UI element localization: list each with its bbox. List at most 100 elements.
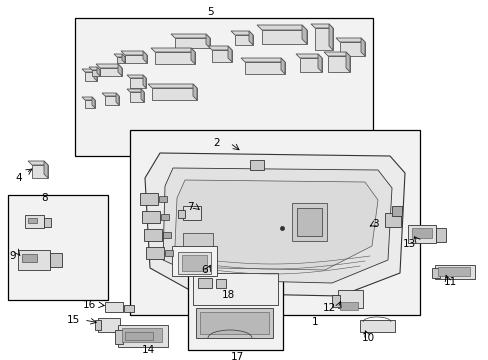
Bar [18, 250, 50, 270]
Bar [22, 254, 37, 262]
Polygon shape [105, 96, 119, 105]
Bar [50, 253, 62, 267]
Polygon shape [244, 62, 285, 74]
Polygon shape [44, 161, 48, 178]
Text: 14: 14 [141, 345, 154, 355]
Polygon shape [155, 52, 195, 64]
Text: 5: 5 [206, 7, 213, 17]
Bar [193, 273, 278, 305]
Bar [161, 214, 169, 220]
Polygon shape [114, 54, 125, 57]
Polygon shape [127, 75, 146, 78]
Polygon shape [360, 38, 364, 56]
Bar [122, 328, 162, 342]
Polygon shape [310, 24, 332, 28]
Polygon shape [335, 38, 364, 42]
Text: 15: 15 [67, 315, 80, 325]
Polygon shape [85, 100, 95, 108]
Polygon shape [122, 54, 125, 63]
Polygon shape [152, 88, 197, 100]
Polygon shape [262, 30, 306, 44]
Polygon shape [118, 64, 122, 76]
Polygon shape [32, 165, 48, 178]
Bar [411, 228, 431, 238]
Polygon shape [230, 31, 252, 35]
Text: 4: 4 [15, 173, 22, 183]
Bar [187, 268, 283, 350]
Bar [198, 278, 212, 288]
Polygon shape [314, 28, 332, 50]
Bar [431, 268, 439, 278]
Bar [196, 308, 272, 338]
Bar [200, 312, 268, 334]
Polygon shape [235, 35, 252, 45]
Bar [124, 305, 134, 312]
Polygon shape [148, 84, 197, 88]
Bar [331, 295, 339, 307]
Bar [178, 252, 210, 274]
Polygon shape [97, 67, 100, 76]
Bar [183, 206, 201, 220]
Bar [98, 318, 120, 332]
Bar [249, 160, 264, 170]
Text: 13: 13 [402, 239, 415, 249]
Polygon shape [125, 55, 147, 63]
Bar [164, 250, 173, 256]
Polygon shape [142, 51, 147, 63]
Bar [291, 203, 326, 241]
Polygon shape [171, 34, 209, 38]
Polygon shape [121, 51, 147, 55]
Polygon shape [82, 97, 95, 100]
Text: 7: 7 [187, 202, 194, 212]
Bar [143, 229, 162, 241]
Bar [337, 290, 362, 308]
Polygon shape [92, 97, 95, 108]
Bar [359, 320, 394, 332]
Polygon shape [207, 46, 231, 50]
Bar [140, 193, 158, 205]
Bar [216, 279, 225, 288]
Polygon shape [102, 93, 119, 96]
Text: 8: 8 [41, 193, 48, 203]
Text: 6: 6 [201, 265, 207, 275]
Polygon shape [151, 48, 195, 52]
Polygon shape [295, 54, 321, 58]
Polygon shape [82, 69, 97, 72]
Polygon shape [346, 52, 349, 72]
Bar [115, 330, 123, 344]
Bar [130, 130, 419, 315]
Polygon shape [241, 58, 285, 62]
Bar [435, 228, 445, 242]
Polygon shape [205, 34, 209, 48]
Bar [105, 302, 123, 312]
Text: 12: 12 [322, 303, 335, 313]
Polygon shape [127, 89, 143, 92]
Text: 18: 18 [222, 290, 235, 300]
Bar [339, 302, 357, 310]
Polygon shape [175, 180, 377, 270]
Text: 3: 3 [371, 219, 378, 229]
Polygon shape [212, 50, 231, 62]
Polygon shape [299, 58, 321, 72]
Bar [172, 246, 217, 276]
Text: 10: 10 [361, 333, 374, 343]
Text: 17: 17 [230, 352, 243, 360]
Bar [75, 18, 372, 156]
Polygon shape [327, 56, 349, 72]
Polygon shape [130, 92, 143, 102]
Polygon shape [248, 31, 252, 45]
Bar [146, 247, 163, 259]
Bar [125, 332, 153, 340]
Polygon shape [130, 78, 146, 88]
Text: 16: 16 [82, 300, 96, 310]
Text: 9: 9 [9, 251, 16, 261]
Polygon shape [328, 24, 332, 50]
Bar [434, 265, 474, 279]
Polygon shape [116, 93, 119, 105]
Bar [163, 232, 171, 238]
Polygon shape [302, 25, 306, 44]
Polygon shape [324, 52, 349, 56]
Polygon shape [28, 161, 48, 165]
Bar [44, 218, 51, 227]
Polygon shape [141, 89, 143, 102]
